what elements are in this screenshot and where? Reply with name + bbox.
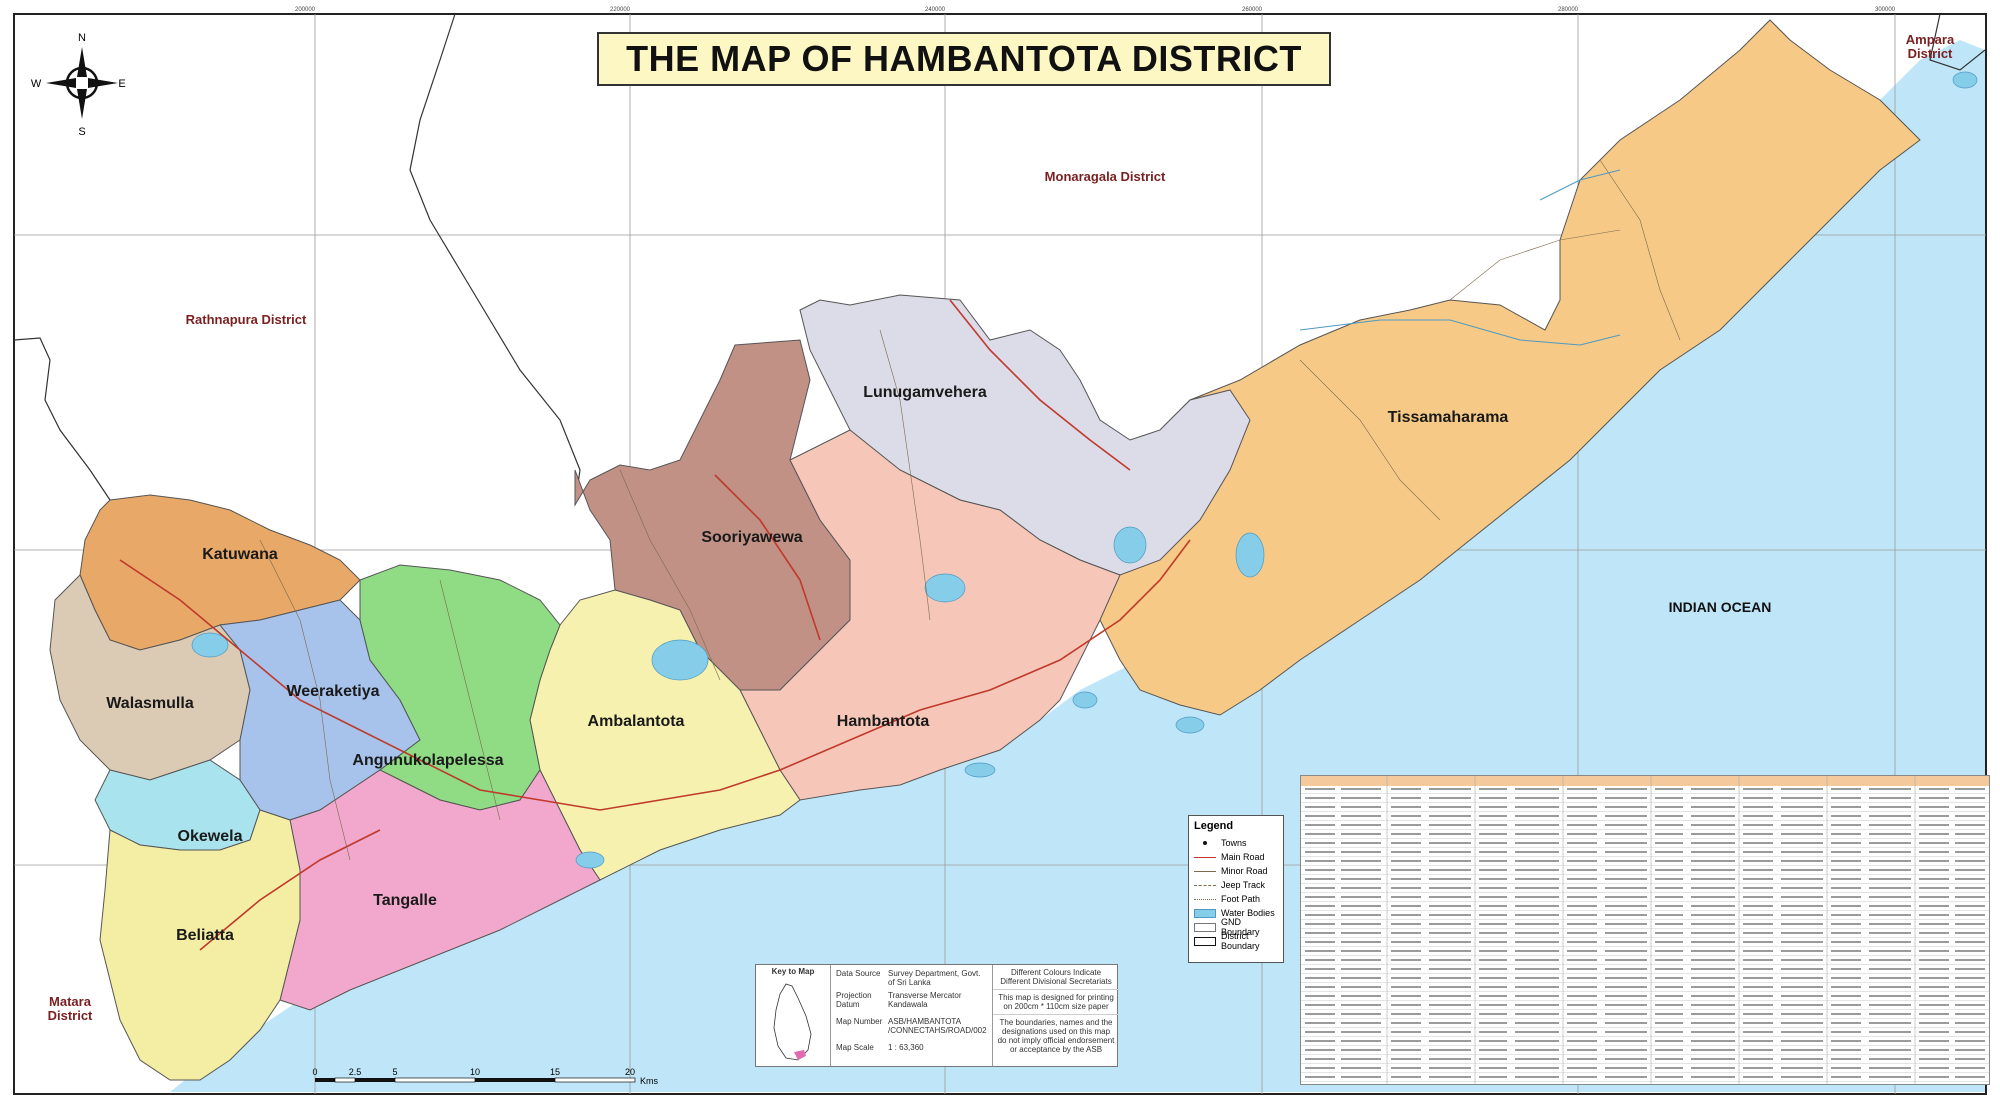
legend-item-jeep-track: Jeep Track [1194,878,1278,892]
scale-tick-5: 20 [625,1067,635,1077]
data-source-label: Data Source [836,969,881,978]
svg-text:260000: 260000 [1242,7,1263,13]
compass-rose-icon: N S W E [31,32,126,138]
sri-lanka-outline-icon [773,983,812,1061]
svg-text:220000: 220000 [610,7,631,13]
minor-road-icon [1194,867,1216,876]
info-notes: Different Colours Indicate Different Div… [992,965,1119,1066]
minor-roads [259,159,1681,861]
svg-text:240000: 240000 [925,7,946,13]
svg-text:280000: 280000 [1558,7,1579,13]
divisions [49,19,1921,1081]
label-indian-ocean: INDIAN OCEAN [1669,599,1772,615]
scale-tick-0: 0 [312,1067,317,1077]
map-info-box: Key to Map Data Source Survey Department… [755,964,1119,1067]
scale-bar: 0 2.5 5 10 15 20 Kms [312,1067,658,1086]
scale-unit: Kms [640,1076,659,1086]
grid-coordinate-labels: 200000 220000 240000 260000 280000 30000… [295,7,1896,13]
legend-item-gnd-boundary: GND Boundary [1194,917,1278,937]
scale-tick-1: 2.5 [349,1067,362,1077]
map-title-box: THE MAP OF HAMBANTOTA DISTRICT [597,32,1331,86]
gn-division-table-grid [1301,776,1989,1084]
map-scale-value: 1 : 63,360 [888,1043,924,1052]
main-roads [119,299,1191,951]
compass-n: N [78,32,86,44]
div-beliatta [99,809,301,1081]
label-lunugamvehera: Lunugamvehera [863,384,987,401]
key-to-map-label: Key to Map [771,967,815,976]
legend-item-water-bodies: Water Bodies [1194,906,1278,920]
jeep-track-icon [1194,881,1216,890]
town-dot-icon [1194,839,1216,848]
label-ampara-district-1: Ampara [1906,32,1955,47]
rivers [1299,169,1621,346]
div-tissamaharama [1079,19,1921,716]
scale-tick-3: 10 [470,1067,480,1077]
label-katuwana: Katuwana [202,546,278,563]
main-road-icon [1194,853,1216,862]
label-ampara-district-2: District [1908,46,1953,61]
district-boundary-icon [1194,936,1216,946]
legend-title: Legend [1194,820,1234,832]
legend: Legend Towns Main Road Minor Road Jeep T… [1188,815,1284,963]
label-beliatta: Beliatta [176,927,234,944]
compass-e: E [118,78,125,90]
map-number-label: Map Number [836,1017,883,1026]
label-rathnapura-district: Rathnapura District [186,312,307,327]
label-sooriyawewa: Sooriyawewa [701,529,802,546]
compass-s: S [78,126,85,138]
label-matara-district-2: District [48,1008,93,1023]
note-disclaimer: The boundaries, names and the designatio… [997,1018,1115,1054]
legend-item-minor-road: Minor Road [1194,864,1278,878]
label-matara-district-1: Matara [49,994,92,1009]
note-colours: Different Colours Indicate Different Div… [993,965,1119,990]
compass-w: W [31,78,42,90]
note-printing: This map is designed for printing on 200… [993,990,1119,1015]
div-hambantota [739,429,1121,801]
gn-division-table [1300,775,1990,1085]
label-okewela: Okewela [178,828,243,845]
key-to-map: Key to Map [756,965,831,1066]
water-body-icon [1194,908,1216,918]
district-boundaries [13,13,1986,506]
label-hambantota: Hambantota [837,713,930,730]
projection-label: Projection Datum [836,991,872,1009]
label-tangalle: Tangalle [373,892,437,909]
scale-tick-2: 5 [392,1067,397,1077]
projection-value: Transverse Mercator Kandawala [888,991,962,1009]
svg-text:200000: 200000 [295,7,316,13]
data-source-value: Survey Department, Govt. of Sri Lanka [888,969,981,987]
scale-tick-4: 15 [550,1067,560,1077]
legend-item-main-road: Main Road [1194,850,1278,864]
water-bodies [191,71,1978,869]
map-number-value: ASB/HAMBANTOTA /CONNECTAHS/ROAD/002 [888,1017,987,1035]
map-scale-label: Map Scale [836,1043,874,1052]
label-monaragala-district: Monaragala District [1045,169,1166,184]
label-angunukolapelessa: Angunukolapelessa [352,752,503,769]
gnd-boundary-icon [1194,922,1216,932]
legend-item-towns: Towns [1194,836,1278,850]
label-walasmulla: Walasmulla [106,695,194,712]
label-ambalantota: Ambalantota [588,713,685,730]
label-weeraketiya: Weeraketiya [286,683,379,700]
foot-path-icon [1194,895,1216,904]
legend-item-district-boundary: District Boundary [1194,931,1278,951]
svg-text:300000: 300000 [1875,7,1896,13]
map-title: THE MAP OF HAMBANTOTA DISTRICT [626,38,1302,79]
legend-item-foot-path: Foot Path [1194,892,1278,906]
label-tissamaharama: Tissamaharama [1388,409,1509,426]
